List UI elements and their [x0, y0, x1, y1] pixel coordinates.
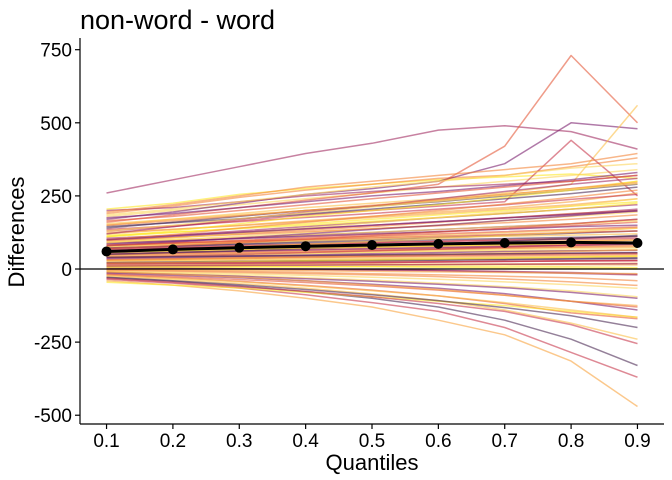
individual-series-line: [106, 269, 638, 287]
mean-point: [167, 244, 178, 255]
individual-series-line: [106, 254, 638, 262]
individual-series-line: [106, 260, 638, 264]
mean-point: [433, 238, 444, 249]
individual-series-line: [106, 263, 638, 267]
mean-point: [300, 241, 311, 252]
individual-series-line: [106, 171, 638, 219]
individual-series-line: [106, 157, 638, 215]
individual-series-line: [106, 182, 638, 232]
mean-point: [566, 237, 577, 248]
individual-series-group: [106, 54, 639, 408]
individual-series-line: [106, 269, 638, 282]
y-tick-label: -250: [34, 333, 72, 354]
x-axis-ticks: 0.1 0.2 0.3 0.4 0.5 0.6 0.7 0.8 0.9: [93, 424, 651, 452]
individual-series-line: [106, 174, 638, 222]
individual-series-line: [106, 276, 638, 329]
individual-series-line: [106, 279, 638, 408]
mean-series-group: [101, 237, 643, 257]
individual-series-line: [106, 124, 638, 194]
individual-series-line: [106, 210, 638, 241]
mean-point: [234, 242, 245, 253]
individual-series-line: [106, 162, 638, 216]
individual-series-line: [106, 182, 638, 226]
chart-title: non-word - word: [80, 5, 275, 35]
mean-point: [499, 237, 510, 248]
individual-series-line: [106, 202, 638, 237]
individual-series-line: [106, 226, 638, 247]
x-tick-label: 0.7: [492, 431, 518, 452]
x-tick-label: 0.3: [226, 431, 252, 452]
x-tick-label: 0.4: [292, 431, 319, 452]
individual-series-line: [106, 54, 639, 223]
x-tick-label: 0.9: [624, 431, 650, 452]
individual-series-line: [106, 271, 638, 307]
individual-series-line: [106, 278, 638, 378]
x-axis-label: Quantiles: [326, 450, 419, 475]
individual-series-line: [106, 277, 638, 345]
mean-point: [101, 246, 112, 257]
individual-series-line: [106, 186, 638, 228]
x-tick-label: 0.6: [425, 431, 451, 452]
y-axis-label: Differences: [4, 177, 29, 288]
individual-series-line: [106, 265, 638, 270]
individual-series-line: [106, 198, 638, 244]
y-tick-label: 750: [40, 41, 72, 62]
individual-series-line: [106, 270, 638, 290]
individual-series-line: [106, 209, 638, 247]
x-tick-label: 0.5: [359, 431, 385, 452]
individual-series-line: [106, 268, 638, 275]
individual-series-line: [106, 189, 638, 241]
mean-point: [632, 237, 643, 248]
individual-series-line: [106, 152, 638, 213]
individual-series-line: [106, 275, 638, 340]
individual-series-line: [106, 251, 638, 259]
individual-series-line: [106, 241, 638, 259]
y-axis-ticks: 750 500 250 0 -250 -500: [34, 41, 80, 427]
individual-series-line: [106, 180, 638, 238]
individual-series-line: [106, 122, 638, 221]
individual-series-line: [106, 277, 638, 367]
y-tick-label: -500: [34, 406, 72, 427]
x-tick-label: 0.1: [93, 431, 119, 452]
individual-series-line: [106, 271, 638, 298]
mean-point: [367, 240, 377, 251]
individual-series-line: [106, 177, 638, 235]
x-tick-label: 0.2: [160, 431, 186, 452]
individual-series-line: [106, 274, 638, 319]
y-tick-label: 500: [40, 114, 72, 135]
y-tick-label: 250: [40, 187, 72, 208]
x-tick-label: 0.8: [558, 431, 584, 452]
y-tick-label: 0: [61, 260, 72, 281]
